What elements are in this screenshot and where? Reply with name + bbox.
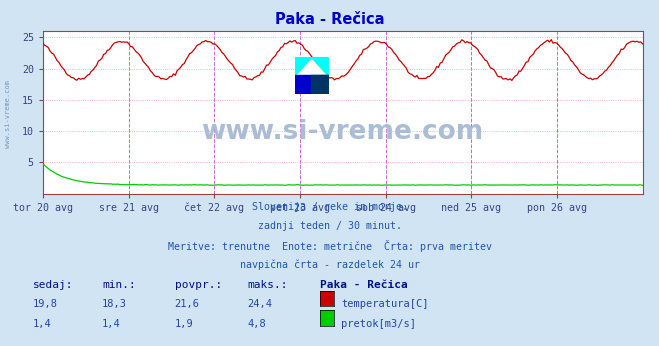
Text: 19,8: 19,8	[33, 299, 58, 309]
Text: Meritve: trenutne  Enote: metrične  Črta: prva meritev: Meritve: trenutne Enote: metrične Črta: …	[167, 240, 492, 253]
Text: povpr.:: povpr.:	[175, 280, 222, 290]
Text: 24,4: 24,4	[247, 299, 272, 309]
Text: pretok[m3/s]: pretok[m3/s]	[341, 319, 416, 329]
Text: 1,4: 1,4	[102, 319, 121, 329]
Text: Paka - Rečica: Paka - Rečica	[320, 280, 407, 290]
Text: min.:: min.:	[102, 280, 136, 290]
Text: 18,3: 18,3	[102, 299, 127, 309]
Text: navpična črta - razdelek 24 ur: navpična črta - razdelek 24 ur	[239, 260, 420, 270]
Text: sedaj:: sedaj:	[33, 280, 73, 290]
Text: www.si-vreme.com: www.si-vreme.com	[202, 119, 484, 145]
Text: maks.:: maks.:	[247, 280, 287, 290]
Text: temperatura[C]: temperatura[C]	[341, 299, 429, 309]
Text: Paka - Rečica: Paka - Rečica	[275, 12, 384, 27]
Text: www.si-vreme.com: www.si-vreme.com	[5, 80, 11, 148]
Text: 1,9: 1,9	[175, 319, 193, 329]
Text: Slovenija / reke in morje.: Slovenija / reke in morje.	[252, 202, 407, 212]
Text: 21,6: 21,6	[175, 299, 200, 309]
Text: zadnji teden / 30 minut.: zadnji teden / 30 minut.	[258, 221, 401, 231]
Text: 4,8: 4,8	[247, 319, 266, 329]
Text: 1,4: 1,4	[33, 319, 51, 329]
